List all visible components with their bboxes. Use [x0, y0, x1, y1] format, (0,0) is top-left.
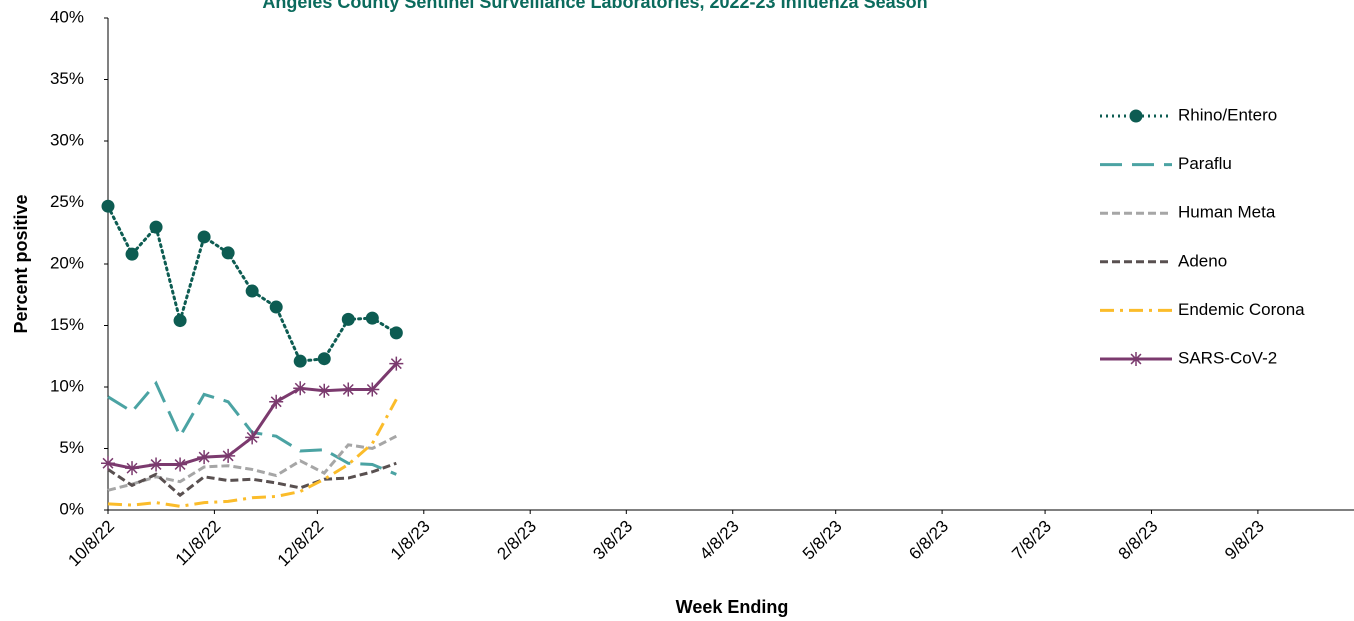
x-tick-label: 4/8/23 — [696, 517, 743, 564]
data-point — [149, 220, 163, 234]
y-tick-label: 0% — [59, 499, 84, 518]
data-point — [317, 383, 332, 398]
data-point — [101, 456, 115, 471]
series-line — [107, 434, 398, 492]
x-tick-label: 11/8/22 — [172, 517, 225, 570]
data-point — [197, 230, 211, 244]
data-point — [245, 284, 259, 298]
data-point — [149, 457, 164, 472]
data-point — [221, 246, 235, 260]
y-tick-label: 35% — [50, 69, 84, 88]
data-point — [173, 314, 187, 328]
series-line — [107, 461, 397, 498]
legend-marker — [1129, 352, 1143, 366]
y-axis-title: Percent positive — [11, 194, 31, 333]
legend-label: Paraflu — [1178, 154, 1232, 173]
data-point — [341, 312, 355, 326]
x-tick-label: 6/8/23 — [905, 517, 952, 564]
series-line — [107, 398, 398, 508]
x-tick-label: 3/8/23 — [589, 517, 636, 564]
y-tick-label: 5% — [59, 438, 84, 457]
data-point — [365, 311, 379, 325]
data-point — [389, 356, 404, 371]
legend-label: Human Meta — [1178, 203, 1276, 222]
y-tick-label: 30% — [50, 130, 84, 149]
y-tick-label: 10% — [50, 376, 84, 395]
y-tick-label: 20% — [50, 253, 84, 272]
data-point — [269, 300, 283, 314]
legend-label: Adeno — [1178, 251, 1227, 270]
data-point — [245, 430, 260, 445]
data-point — [317, 352, 331, 366]
data-point — [269, 394, 284, 409]
x-tick-label: 2/8/23 — [493, 517, 540, 564]
x-tick-label: 9/8/23 — [1221, 517, 1268, 564]
data-point — [389, 326, 403, 340]
y-tick-label: 40% — [50, 7, 84, 26]
data-point — [365, 382, 380, 397]
series-line — [107, 362, 398, 470]
data-point — [197, 450, 212, 465]
data-point — [293, 354, 307, 368]
y-tick-label: 15% — [50, 315, 84, 334]
data-point — [293, 381, 308, 396]
legend-marker — [1129, 109, 1143, 123]
y-tick-label: 25% — [50, 192, 84, 211]
x-tick-label: 8/8/23 — [1115, 517, 1162, 564]
x-tick-label: 1/8/23 — [387, 517, 434, 564]
x-tick-label: 12/8/22 — [274, 517, 328, 571]
x-tick-label: 10/8/22 — [64, 517, 118, 571]
legend-label: Rhino/Entero — [1178, 105, 1277, 124]
legend-label: Endemic Corona — [1178, 300, 1305, 319]
x-tick-label: 7/8/23 — [1008, 517, 1055, 564]
data-point — [341, 382, 356, 397]
data-point — [125, 461, 140, 476]
x-tick-label: 5/8/23 — [799, 517, 846, 564]
x-axis-title: Week Ending — [676, 597, 789, 617]
data-point — [221, 448, 236, 463]
data-point — [101, 199, 115, 213]
chart-title: Angeles County Sentinel Surveillance Lab… — [262, 0, 927, 12]
legend-label: SARS-CoV-2 — [1178, 348, 1277, 367]
data-point — [125, 247, 139, 261]
data-point — [173, 457, 188, 472]
